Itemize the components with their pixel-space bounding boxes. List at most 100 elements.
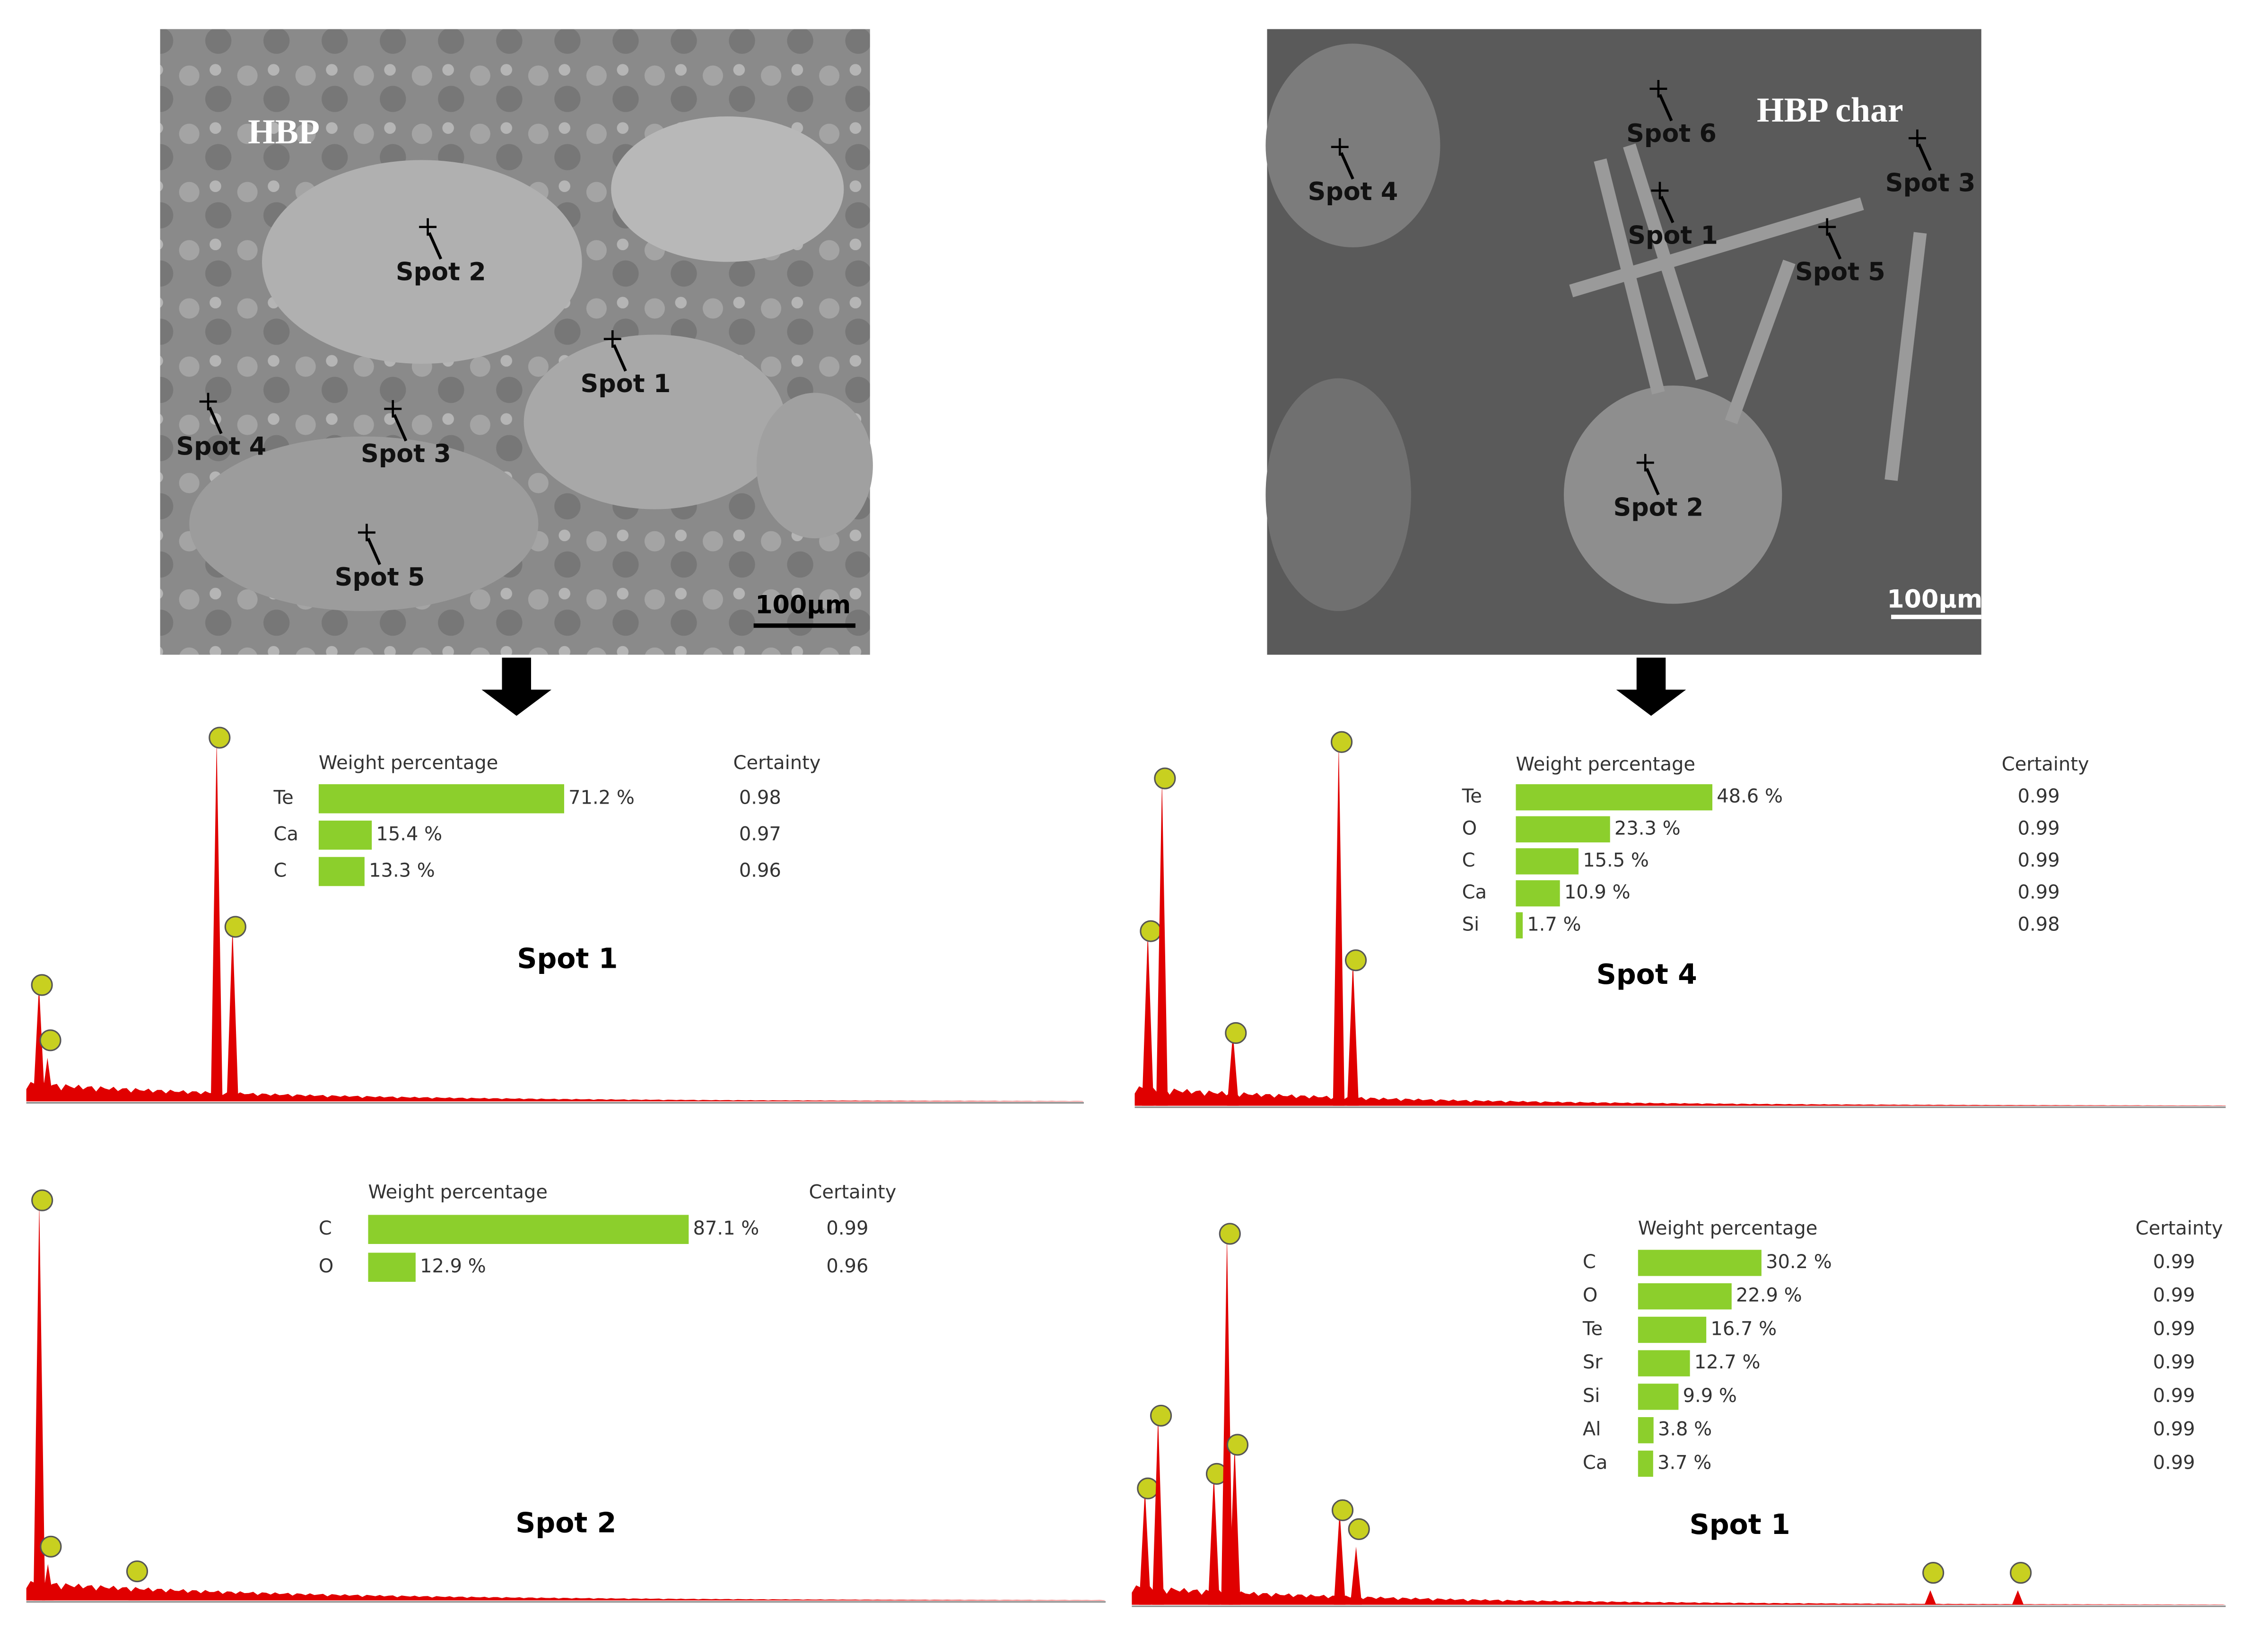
certainty-header: Certainty — [2002, 753, 2089, 775]
spectrum-peak — [33, 985, 45, 1102]
spectrum-peak — [1334, 1510, 1346, 1605]
spectrum-peak — [1152, 1415, 1164, 1605]
certainty-value: 0.99 — [2018, 850, 2060, 871]
value-label: 3.7 % — [1657, 1452, 1711, 1473]
element-label: Al — [1583, 1419, 1601, 1440]
element-label: O — [319, 1255, 333, 1277]
spectrum-peak — [1347, 960, 1359, 1106]
spot-cross — [419, 218, 437, 236]
spot-cross — [603, 330, 621, 348]
value-label: 1.7 % — [1527, 913, 1581, 935]
spot-label: Spot 5 — [335, 563, 425, 592]
certainty-header: Certainty — [809, 1181, 897, 1203]
element-label: Te — [1462, 786, 1482, 807]
bar — [368, 1253, 416, 1282]
bar — [318, 820, 372, 850]
spectrum-background — [26, 1581, 1106, 1601]
arrow — [481, 657, 552, 716]
certainty-value: 0.96 — [826, 1255, 868, 1277]
spot-label: Spot 4 — [176, 432, 267, 461]
scale-label: 100µm — [755, 591, 851, 620]
bar — [1638, 1417, 1654, 1444]
spectrum-peak — [1208, 1473, 1220, 1605]
spectrum-peak — [128, 1588, 140, 1601]
image-label: HBP — [248, 112, 320, 151]
peak-marker — [31, 974, 53, 996]
spot-pointer — [366, 537, 381, 565]
panel-title: Spot 1 — [1690, 1508, 1790, 1541]
certainty-header: Certainty — [2136, 1218, 2223, 1239]
bar — [1516, 816, 1610, 842]
value-label: 9.9 % — [1683, 1385, 1737, 1407]
value-label: 23.3 % — [1614, 817, 1681, 839]
spectrum-peak — [1156, 778, 1168, 1106]
value-label: 10.9 % — [1564, 882, 1631, 903]
element-label: Sr — [1583, 1351, 1603, 1373]
value-label: 12.9 % — [420, 1255, 486, 1277]
spot-label: Spot 4 — [1308, 177, 1398, 206]
spot-cross — [1818, 218, 1836, 236]
element-label: Te — [273, 787, 294, 809]
spectrum-peak — [210, 737, 223, 1102]
peak-marker — [1226, 1434, 1249, 1456]
value-label: 12.7 % — [1694, 1351, 1761, 1373]
spot-pointer — [427, 232, 443, 260]
spectrum-peak — [1142, 931, 1154, 1106]
certainty-value: 0.99 — [2153, 1318, 2195, 1340]
spot-cross — [384, 400, 402, 418]
sem-image-right — [1265, 29, 1981, 655]
element-label: C — [274, 860, 287, 882]
spot-cross — [1651, 182, 1669, 200]
spot-pointer — [1658, 94, 1673, 122]
spot-pointer — [393, 414, 408, 442]
peak-marker — [1225, 1022, 1247, 1044]
element-label: O — [1583, 1285, 1597, 1306]
peak-marker — [126, 1560, 148, 1583]
spectrum-peak — [42, 1058, 53, 1102]
peak-marker — [39, 1029, 61, 1051]
certainty-value: 0.99 — [2018, 882, 2060, 903]
bar — [1638, 1316, 1707, 1343]
certainty-value: 0.97 — [739, 824, 781, 845]
spot-pointer — [1827, 232, 1842, 260]
bar — [1638, 1450, 1653, 1477]
spectrum-peak — [2012, 1590, 2024, 1605]
spot-cross — [199, 393, 217, 411]
value-label: 71.2 % — [568, 787, 635, 809]
certainty-value: 0.99 — [2153, 1419, 2195, 1440]
certainty-value: 0.96 — [739, 860, 781, 882]
spot-pointer — [1645, 468, 1660, 496]
peak-marker — [1331, 1499, 1354, 1521]
spot-label: Spot 1 — [1628, 221, 1718, 250]
value-label: 30.2 % — [1766, 1251, 1832, 1273]
spot-pointer — [208, 407, 223, 434]
spot-pointer — [612, 344, 627, 372]
spectrum-peak — [1229, 1445, 1241, 1605]
spot-cross — [1908, 129, 1926, 147]
peak-marker — [31, 1189, 53, 1211]
spot-label: Spot 1 — [581, 369, 671, 398]
value-label: 15.4 % — [376, 824, 442, 845]
spot-cross — [1331, 138, 1349, 156]
peak-marker — [224, 916, 246, 938]
peak-marker — [1922, 1562, 1945, 1584]
spectrum-peak — [33, 1200, 45, 1601]
header: Weight percentage — [319, 752, 498, 774]
certainty-value: 0.99 — [2018, 786, 2060, 807]
header: Weight percentage — [368, 1181, 548, 1203]
bar — [1516, 880, 1560, 907]
peak-marker — [1154, 767, 1176, 789]
certainty-value: 0.99 — [2018, 817, 2060, 839]
certainty-header: Certainty — [733, 752, 821, 774]
spectrum-background — [26, 1082, 1084, 1102]
bar — [368, 1215, 689, 1244]
value-label: 22.9 % — [1736, 1285, 1802, 1306]
spectrum-peak — [1139, 1488, 1151, 1605]
spot-label: Spot 2 — [396, 257, 486, 286]
spectrum-peak — [1924, 1590, 1937, 1605]
element-label: Si — [1583, 1385, 1600, 1407]
spectrum-peak — [227, 927, 239, 1102]
bar — [1516, 912, 1523, 939]
spot-label: Spot 6 — [1626, 119, 1717, 148]
